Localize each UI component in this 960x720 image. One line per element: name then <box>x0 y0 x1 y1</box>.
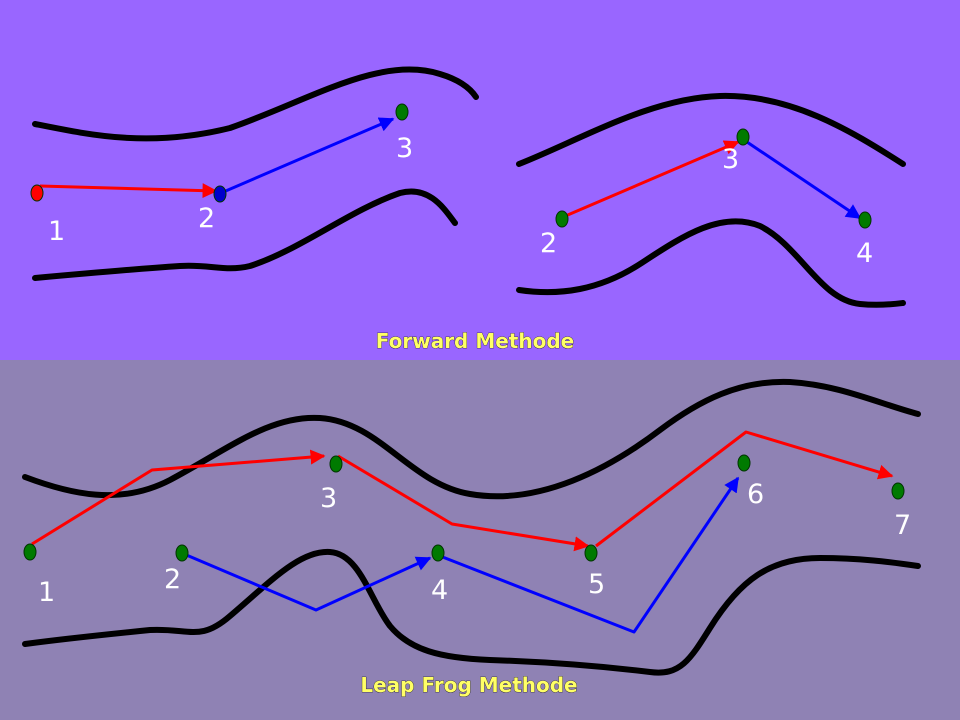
left-label-1: 1 <box>48 216 65 247</box>
leapfrog-red-arrow-1-3 <box>31 449 326 546</box>
leapfrog-node-2 <box>175 544 189 562</box>
right-label-2: 2 <box>540 228 557 259</box>
leapfrog-label-1: 1 <box>38 577 55 608</box>
right-label-4: 4 <box>856 238 873 269</box>
leapfrog-upper-wall <box>22 378 921 500</box>
leapfrog-label-6: 6 <box>747 479 764 510</box>
right-node-3 <box>736 128 750 146</box>
leapfrog-blue-arrow-2-4 <box>183 552 432 612</box>
leapfrog-node-3 <box>329 455 343 473</box>
left-label-3: 3 <box>396 133 413 164</box>
left-red-arrow <box>39 183 218 199</box>
leapfrog-method-panel: 1 2 3 4 5 6 7 Leap Frog Methode <box>0 360 960 720</box>
right-channel-upper-wall <box>516 92 906 167</box>
left-label-2: 2 <box>198 203 215 234</box>
leapfrog-node-4 <box>431 544 445 562</box>
right-blue-arrow <box>743 138 862 220</box>
left-node-1 <box>30 184 44 202</box>
leapfrog-label-7: 7 <box>894 510 911 541</box>
right-red-arrow <box>562 140 740 219</box>
leapfrog-node-7 <box>891 482 905 500</box>
leapfrog-node-5 <box>584 544 598 562</box>
left-node-3 <box>395 103 409 121</box>
leapfrog-label-3: 3 <box>320 483 337 514</box>
right-label-3: 3 <box>722 144 739 175</box>
right-channel-lower-wall <box>516 218 906 308</box>
leapfrog-label-5: 5 <box>588 569 605 600</box>
forward-caption: Forward Methode <box>376 329 574 353</box>
leapfrog-label-2: 2 <box>164 564 181 595</box>
right-node-2 <box>555 210 569 228</box>
leapfrog-blue-arrow-4-6 <box>439 476 740 634</box>
right-node-4 <box>858 211 872 229</box>
left-node-2 <box>213 185 227 203</box>
leapfrog-label-4: 4 <box>431 575 448 606</box>
leapfrog-lower-wall <box>22 548 921 676</box>
left-channel-upper-wall <box>32 66 479 142</box>
leapfrog-method-diagram: 1 2 3 4 5 6 7 Leap Frog Methode <box>22 378 921 697</box>
forward-method-diagram: 1 2 3 2 3 4 Forward Methode <box>30 66 906 353</box>
left-blue-arrow <box>220 117 395 195</box>
leapfrog-red-arrow-3-5 <box>337 454 590 552</box>
leapfrog-node-6 <box>737 454 751 472</box>
leapfrog-caption: Leap Frog Methode <box>360 673 577 697</box>
leapfrog-node-1 <box>23 543 37 561</box>
leapfrog-red-arrow-5-7 <box>595 430 894 548</box>
left-channel-lower-wall <box>32 188 458 281</box>
forward-method-panel: 1 2 3 2 3 4 Forward Methode <box>0 0 960 360</box>
